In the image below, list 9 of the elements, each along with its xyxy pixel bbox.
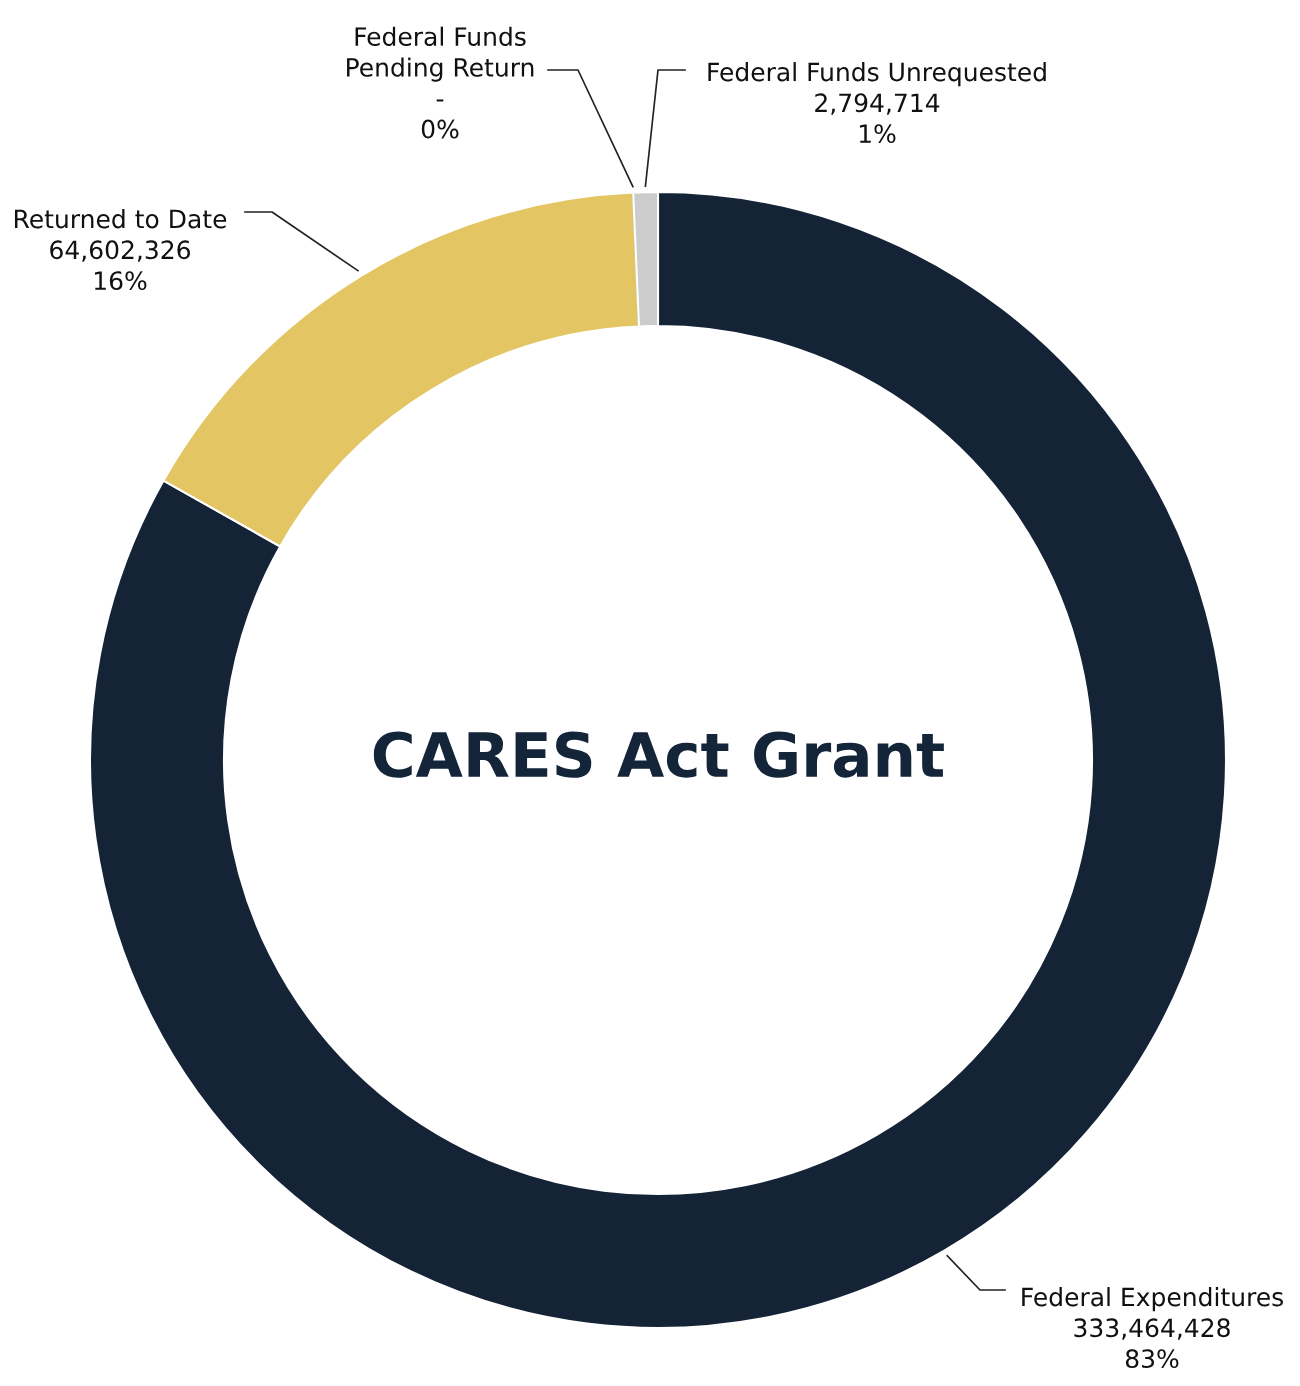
text: - 0% bbox=[421, 99, 459, 139]
slice-label: Federal Funds Unrequested bbox=[708, 62, 1046, 87]
text: CARES Act Grant bbox=[373, 731, 944, 778]
category-label: Federal Funds Pending Return bbox=[347, 26, 534, 82]
slice-label: Federal Expenditures bbox=[1022, 1287, 1283, 1312]
data-label: 2,794,714 1% bbox=[815, 93, 940, 144]
slice-label: Returned to Date bbox=[14, 209, 227, 229]
data-label: 64,602,326 16% bbox=[50, 240, 190, 291]
data-label: 333,464,428 83% bbox=[1074, 1318, 1230, 1369]
